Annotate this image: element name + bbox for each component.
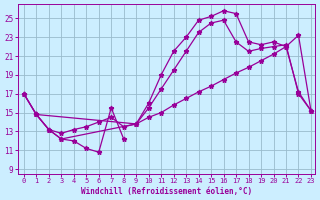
X-axis label: Windchill (Refroidissement éolien,°C): Windchill (Refroidissement éolien,°C): [81, 187, 252, 196]
